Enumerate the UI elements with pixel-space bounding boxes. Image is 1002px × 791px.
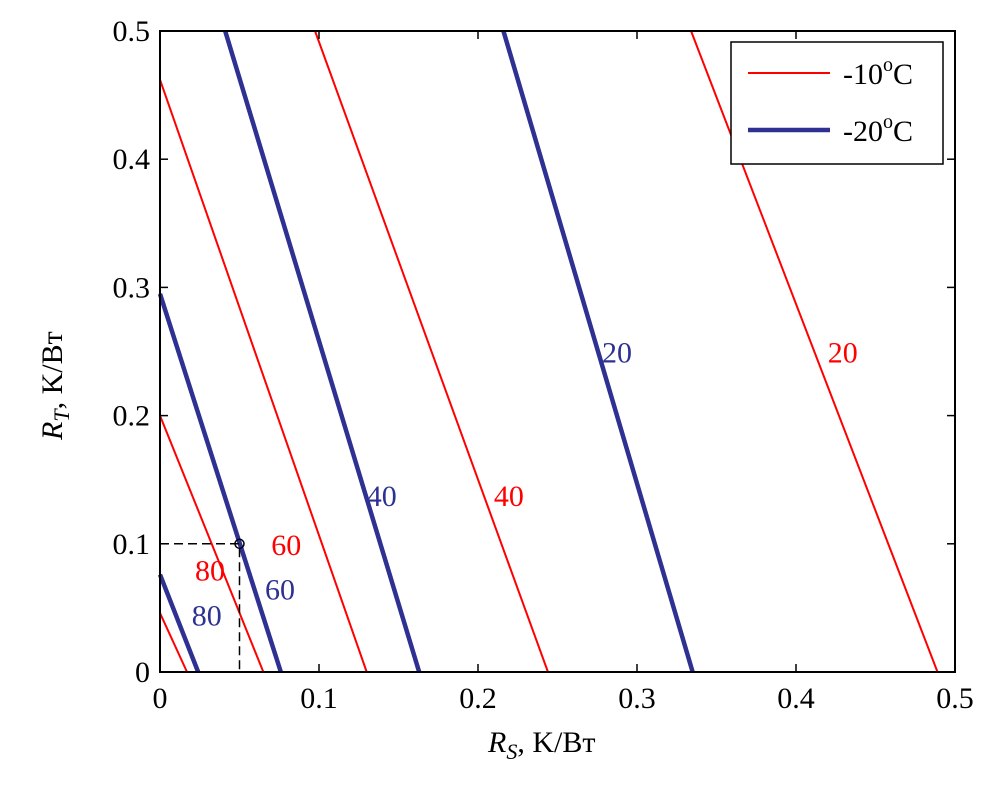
y-tick-label: 0 xyxy=(135,656,150,689)
x-tick-label: 0.4 xyxy=(777,682,815,715)
contour-line-20c-80 xyxy=(157,573,201,673)
legend-label-10c: -10oC xyxy=(843,54,913,91)
contour-line-10c-60 xyxy=(159,79,368,673)
operating-point-marker xyxy=(234,538,245,550)
x-tick-label: 0.2 xyxy=(459,682,497,715)
plot-lines xyxy=(157,30,939,673)
x-tick-label: 0.3 xyxy=(618,682,656,715)
x-axis-label: RS, K/Вт xyxy=(487,726,595,764)
contour-label-20c-80: 80 xyxy=(192,599,222,632)
contour-label-20c-40: 40 xyxy=(367,480,397,513)
contour-line-10c-40 xyxy=(314,30,549,673)
contour-label-20c-60: 60 xyxy=(265,574,295,607)
plot-frame xyxy=(159,30,956,673)
contour-line-20c-60 xyxy=(157,293,283,673)
y-axis-label: RT, K/Вт xyxy=(36,331,74,441)
legend: -10oC -20oC xyxy=(730,41,944,165)
contour-line-10c-80 xyxy=(159,415,265,673)
y-tick-label: 0.3 xyxy=(113,271,151,304)
contour-label-20c-20: 20 xyxy=(602,337,632,370)
x-tick-label: 0 xyxy=(153,682,168,715)
legend-label-20c: -20oC xyxy=(843,111,913,148)
x-tick-label: 0.5 xyxy=(936,682,974,715)
legend-box xyxy=(730,41,944,165)
contour-line-10c-unlabeled xyxy=(159,612,188,673)
y-tick-label: 0.1 xyxy=(113,528,151,561)
contour-label-10c-60: 60 xyxy=(271,529,301,562)
contour-label-10c-40: 40 xyxy=(494,480,524,513)
contour-labels: 80 60 40 20 80 60 40 20 xyxy=(192,337,858,633)
contour-line-20c-20 xyxy=(501,30,695,673)
axis-ticks: 0 0.1 0.2 0.3 0.4 0.5 0 0.1 0.2 0.3 0.4 0.5 xyxy=(113,15,974,715)
y-tick-label: 0.4 xyxy=(113,143,151,176)
y-tick-label: 0.2 xyxy=(113,400,151,433)
contour-line-20c-40 xyxy=(223,30,422,673)
y-tick-label: 0.5 xyxy=(113,15,151,48)
x-tick-label: 0.1 xyxy=(300,682,338,715)
contour-label-10c-20: 20 xyxy=(828,337,858,370)
contour-label-10c-80: 80 xyxy=(195,554,225,587)
